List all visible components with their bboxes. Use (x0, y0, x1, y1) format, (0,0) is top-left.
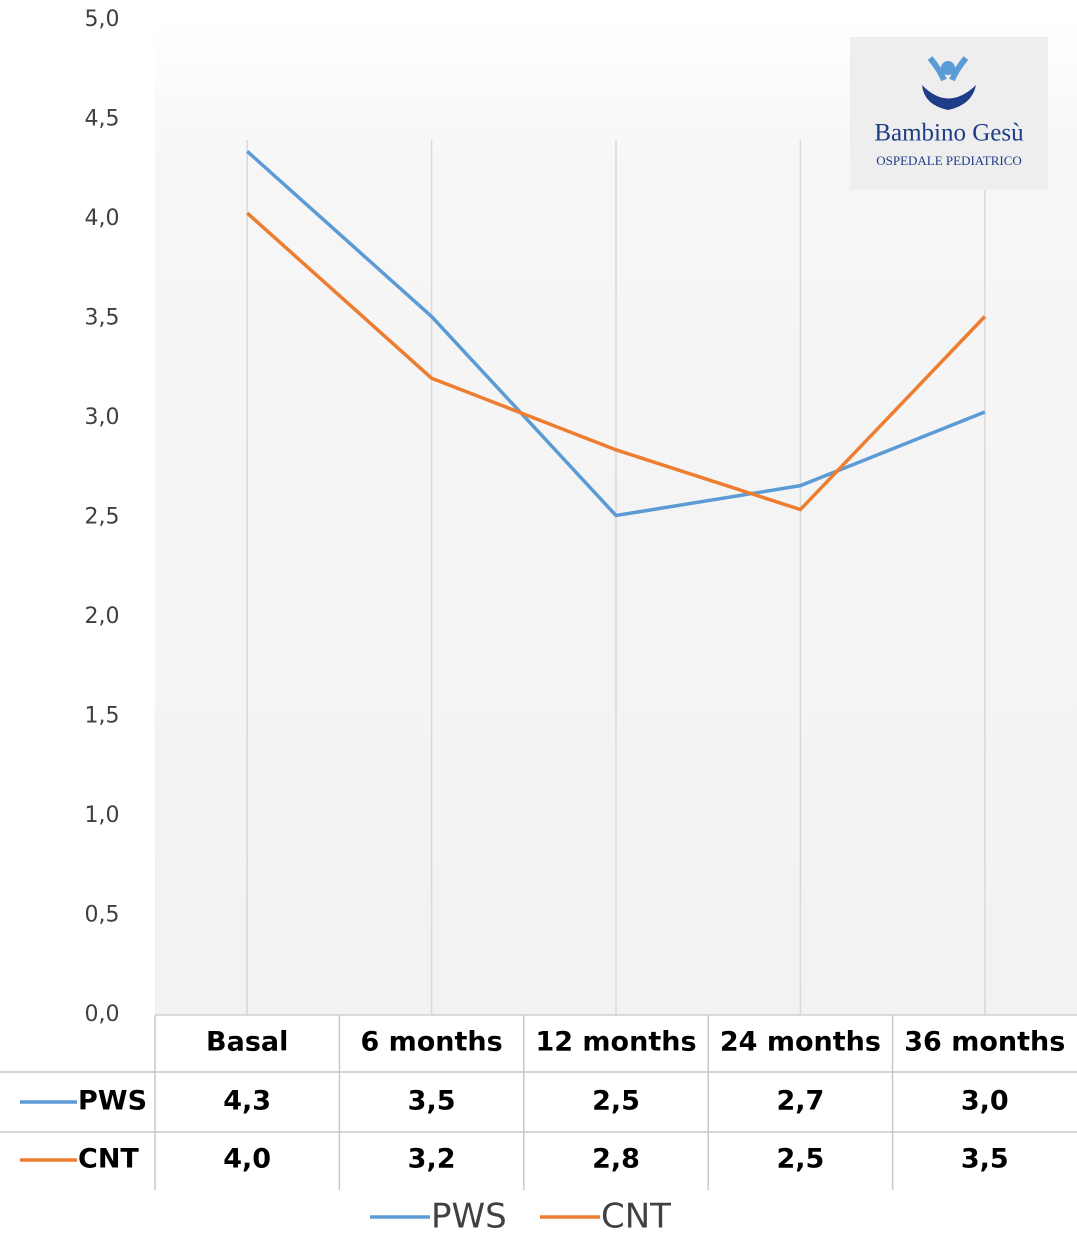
table-value: 3,5 (408, 1086, 456, 1117)
y-tick-label: 2,5 (85, 505, 120, 530)
logo-subtitle: OSPEDALE PEDIATRICO (876, 153, 1022, 168)
table-value: 2,7 (776, 1086, 824, 1117)
y-tick-label: 0,0 (85, 1002, 120, 1027)
table-value: 2,5 (592, 1086, 640, 1117)
x-tick-label: Basal (206, 1027, 288, 1058)
legend-label: CNT (601, 1197, 671, 1235)
y-tick-label: 4,0 (85, 206, 120, 231)
x-tick-label: 36 months (904, 1027, 1065, 1058)
table-value: 2,5 (776, 1144, 824, 1175)
y-tick-label: 1,5 (85, 704, 120, 729)
y-tick-label: 2,0 (85, 604, 120, 629)
y-tick-label: 3,0 (85, 405, 120, 430)
x-tick-label: 12 months (535, 1027, 696, 1058)
table-value: 4,3 (223, 1086, 271, 1117)
table-series-name: CNT (78, 1144, 139, 1175)
table-series-name: PWS (78, 1086, 147, 1117)
logo-icon (941, 61, 955, 75)
series-line (246, 150, 986, 518)
table-value: 4,0 (223, 1144, 271, 1175)
logo-icon (927, 56, 969, 82)
series-line (246, 211, 987, 512)
table-value: 3,2 (408, 1144, 456, 1175)
logo-title: Bambino Gesù (874, 120, 1024, 147)
y-tick-label: 0,5 (85, 903, 120, 928)
y-tick-label: 3,5 (85, 306, 120, 331)
x-tick-label: 24 months (720, 1027, 881, 1058)
y-tick-label: 1,0 (85, 803, 120, 828)
logo-icon (922, 85, 976, 110)
y-tick-label: 4,5 (85, 107, 120, 132)
table-value: 2,8 (592, 1144, 640, 1175)
y-tick-label: 5,0 (85, 7, 120, 32)
logo: Bambino Gesù OSPEDALE PEDIATRICO (850, 37, 1048, 190)
table-value: 3,5 (961, 1144, 1009, 1175)
legend-label: PWS (431, 1197, 507, 1235)
x-tick-label: 6 months (360, 1027, 502, 1058)
table-value: 3,0 (961, 1086, 1009, 1117)
